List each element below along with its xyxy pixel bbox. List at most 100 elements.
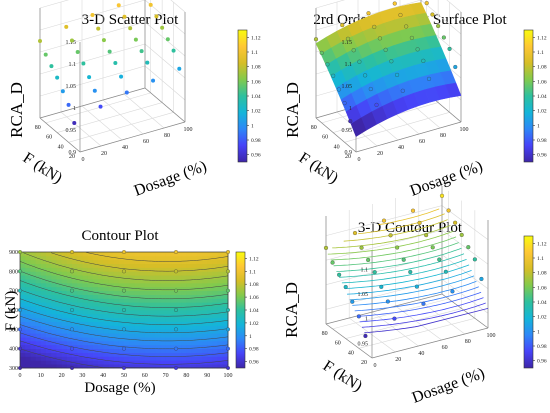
contour-cell bbox=[134, 337, 140, 342]
contour-cell bbox=[56, 298, 62, 303]
contour-cell bbox=[20, 310, 26, 315]
surface-point bbox=[342, 101, 347, 106]
contour-cell bbox=[186, 340, 192, 346]
contour3d-point bbox=[430, 245, 435, 250]
contour-cell bbox=[30, 360, 36, 365]
contour-point bbox=[226, 346, 230, 351]
contour-cell bbox=[202, 255, 208, 261]
contour-cell bbox=[196, 344, 203, 350]
contour-cell bbox=[82, 356, 88, 361]
contour-cell bbox=[118, 333, 125, 338]
surface-patch bbox=[445, 82, 462, 98]
surface-point bbox=[453, 64, 458, 70]
contour-cell bbox=[155, 271, 161, 276]
scatter-point bbox=[160, 25, 165, 30]
contour-cell bbox=[165, 286, 172, 292]
surface-point bbox=[447, 46, 452, 51]
contour-cell bbox=[170, 275, 177, 280]
contour-cell bbox=[108, 282, 114, 288]
contour-cell bbox=[212, 337, 218, 342]
contour-tick-labels: 0 10 20 30 40 50 60 70 80 90 100 300 400 500 600 700 800… bbox=[9, 250, 233, 379]
contour-cell bbox=[118, 325, 125, 330]
contour-cell bbox=[150, 271, 156, 276]
contour-cell bbox=[25, 360, 31, 365]
contour-cell bbox=[212, 267, 218, 272]
contour-cell bbox=[66, 352, 73, 357]
contour-cell bbox=[30, 340, 36, 346]
contour-point bbox=[70, 327, 74, 332]
contour-cell bbox=[20, 321, 26, 326]
contour-cell bbox=[129, 298, 135, 303]
contour-cell bbox=[92, 286, 99, 292]
contour-cell bbox=[181, 290, 187, 295]
contour-cell bbox=[82, 294, 88, 299]
contour-cell bbox=[129, 321, 135, 326]
contour-cell bbox=[77, 263, 83, 268]
contour-cell bbox=[217, 279, 224, 284]
contour3d-point bbox=[472, 257, 477, 262]
colorbar-gradient bbox=[237, 29, 248, 163]
contour3d-tick-labels: 0 20 40 60 80 100 20 40 60 80 0.95 1 1.05 1.1 bbox=[322, 268, 496, 369]
contour-cell bbox=[176, 337, 182, 342]
contour-cell bbox=[30, 329, 36, 334]
colorbar-tick-label: 1.12 bbox=[251, 35, 261, 41]
contour-cell bbox=[144, 344, 151, 350]
contour-cell bbox=[217, 352, 224, 357]
contour-cell bbox=[191, 290, 198, 295]
contour-cell bbox=[113, 259, 120, 264]
contour-cell bbox=[20, 325, 26, 330]
contour-cell bbox=[92, 255, 99, 261]
contour-cell bbox=[176, 263, 182, 268]
contour-cell bbox=[165, 294, 172, 299]
contour-cell bbox=[72, 321, 78, 326]
contour-points bbox=[18, 250, 230, 370]
contour-cell bbox=[30, 290, 36, 295]
contour-cell bbox=[155, 352, 161, 357]
contour-cell bbox=[118, 275, 125, 280]
colorbar-tick-label: 1.02 bbox=[249, 321, 259, 327]
surface3d-zlabel: RCA_D bbox=[283, 82, 302, 138]
contour-cell bbox=[51, 344, 57, 350]
contour-cell bbox=[134, 325, 140, 330]
colorbar-tick-label: 0.98 bbox=[537, 138, 547, 144]
contour-cell bbox=[222, 352, 229, 357]
contour3d-line bbox=[333, 242, 459, 267]
z-tick-label: 0.95 bbox=[342, 128, 353, 134]
contour-cell bbox=[202, 252, 208, 257]
y-tick-label: 60 bbox=[322, 135, 328, 141]
contour-cell bbox=[139, 290, 146, 295]
contour-cell bbox=[20, 313, 26, 319]
contour-cell bbox=[25, 302, 31, 307]
contour-cell bbox=[129, 306, 135, 311]
contour-cell bbox=[87, 310, 94, 315]
contour-cell bbox=[165, 344, 172, 350]
contour-cell bbox=[87, 352, 94, 357]
contour-cell bbox=[134, 313, 140, 319]
contour-cell bbox=[30, 286, 36, 292]
contour-cell bbox=[212, 325, 218, 330]
contour-cell bbox=[191, 333, 198, 338]
contour-cell bbox=[129, 333, 135, 338]
contour-cell bbox=[191, 294, 198, 299]
contour-cell bbox=[30, 364, 36, 369]
contour-cell bbox=[72, 310, 78, 315]
contour-cell bbox=[196, 321, 203, 326]
contour-cell bbox=[155, 298, 161, 303]
contour-cell bbox=[61, 348, 68, 353]
z-tick-label: 0.95 bbox=[66, 128, 77, 134]
contour-cell bbox=[40, 317, 47, 322]
grid-line bbox=[315, 0, 462, 35]
contour-cell bbox=[202, 356, 208, 361]
contour-cell bbox=[92, 360, 99, 365]
contour-cell bbox=[87, 306, 94, 311]
contour-point bbox=[70, 250, 74, 254]
contour-cell bbox=[72, 313, 78, 319]
contour-cell bbox=[56, 352, 62, 357]
contour-cell bbox=[87, 317, 94, 322]
contour-cell bbox=[134, 267, 140, 272]
contour-point bbox=[122, 308, 126, 312]
contour-cell bbox=[66, 267, 73, 272]
contour-point bbox=[70, 308, 74, 312]
colorbar-tick-label: 1.12 bbox=[537, 241, 547, 247]
contour-cell bbox=[46, 271, 52, 276]
